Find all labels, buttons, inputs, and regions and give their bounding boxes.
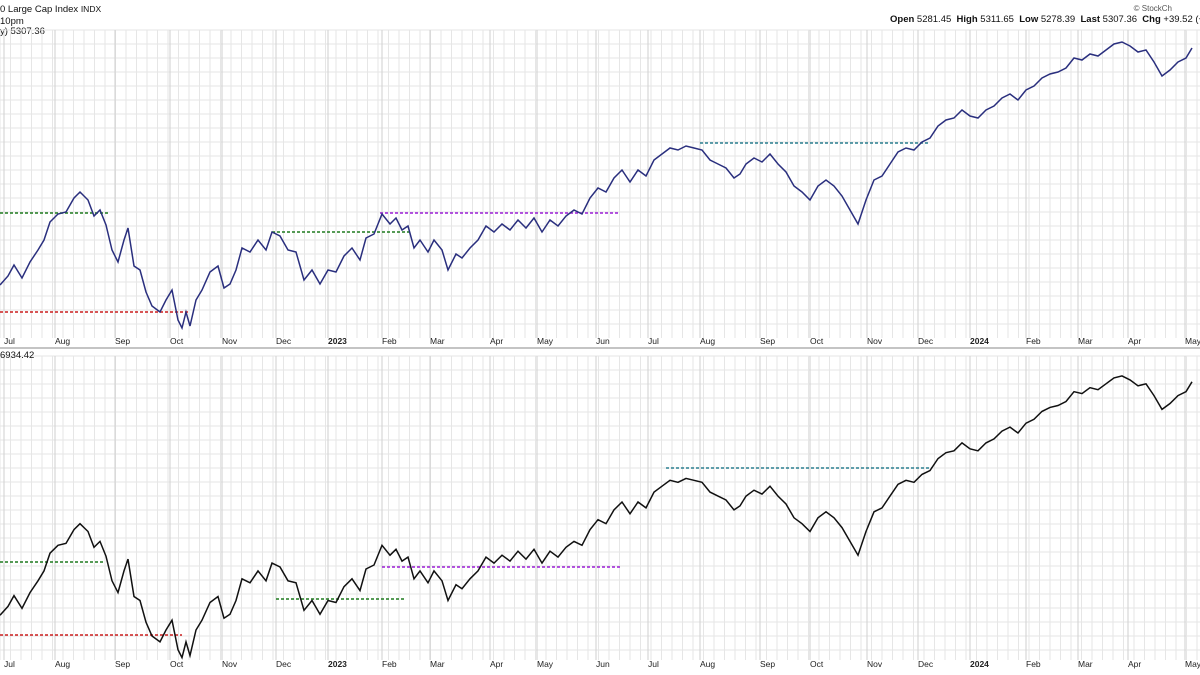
x-tick-label: Apr bbox=[1128, 336, 1141, 346]
watermark: © StockCh bbox=[1133, 4, 1172, 13]
panel2-levels bbox=[0, 467, 932, 636]
x-tick-label: 2023 bbox=[328, 659, 347, 669]
panel2-label: 6934.42 bbox=[0, 350, 35, 361]
x-tick-label: Oct bbox=[170, 659, 184, 669]
x-tick-label: Aug bbox=[55, 659, 70, 669]
panel1-levels bbox=[0, 142, 930, 313]
x-tick-label: Jul bbox=[648, 659, 659, 669]
last-label: Last bbox=[1080, 14, 1101, 25]
x-tick-label: Apr bbox=[1128, 659, 1141, 669]
high-label: High bbox=[956, 14, 978, 25]
x-tick-label: Oct bbox=[170, 336, 184, 346]
low-label: Low bbox=[1019, 14, 1039, 25]
panel2-x-axis: Jul Aug Sep Oct Nov Dec 2023 Feb Mar Apr May Jun Jul… bbox=[4, 659, 1200, 669]
x-tick-label: Dec bbox=[276, 659, 292, 669]
x-tick-label: Nov bbox=[222, 336, 238, 346]
low-value: 5278.39 bbox=[1040, 14, 1076, 25]
x-tick-label: Aug bbox=[55, 336, 70, 346]
x-tick-label: Sep bbox=[115, 336, 130, 346]
x-tick-label: Oct bbox=[810, 659, 824, 669]
x-tick-label: Jul bbox=[4, 659, 15, 669]
x-tick-label: Aug bbox=[700, 659, 715, 669]
panel1-x-axis: Jul Aug Sep Oct Nov Dec 2023 Feb Mar Apr May Jun Jul… bbox=[4, 336, 1200, 346]
x-tick-label: Oct bbox=[810, 336, 824, 346]
x-tick-label: Jun bbox=[596, 336, 610, 346]
x-tick-label: Mar bbox=[1078, 336, 1093, 346]
panel1-label: y) 5307.36 bbox=[0, 26, 45, 37]
high-value: 5311.65 bbox=[980, 14, 1014, 25]
chart-title: 0 Large Cap Index INDX bbox=[0, 4, 101, 15]
open-value: 5281.45 bbox=[916, 14, 952, 25]
x-tick-label: May bbox=[537, 336, 554, 346]
x-tick-label: 2024 bbox=[970, 336, 989, 346]
x-tick-label: Feb bbox=[1026, 659, 1041, 669]
x-tick-label: Apr bbox=[490, 659, 503, 669]
x-tick-label: 2023 bbox=[328, 336, 347, 346]
x-tick-label: Sep bbox=[760, 336, 775, 346]
x-tick-label: Feb bbox=[1026, 336, 1041, 346]
x-tick-label: Aug bbox=[700, 336, 715, 346]
x-tick-label: Mar bbox=[430, 659, 445, 669]
x-tick-label: Jul bbox=[4, 336, 15, 346]
open-label: Open bbox=[890, 14, 915, 25]
x-tick-label: 2024 bbox=[970, 659, 989, 669]
x-tick-label: Dec bbox=[276, 336, 292, 346]
chg-label: Chg bbox=[1142, 14, 1161, 25]
x-tick-label: Nov bbox=[867, 659, 883, 669]
x-tick-label: Dec bbox=[918, 659, 934, 669]
chg-value: +39.52 (+0 bbox=[1163, 14, 1200, 25]
x-tick-label: Dec bbox=[918, 336, 934, 346]
x-tick-label: Jul bbox=[648, 336, 659, 346]
panel1-grid bbox=[0, 29, 1200, 338]
panel2-grid bbox=[0, 355, 1200, 660]
last-value: 5307.36 bbox=[1102, 14, 1138, 25]
x-tick-label: Sep bbox=[760, 659, 775, 669]
x-tick-label: Sep bbox=[115, 659, 130, 669]
x-tick-label: Apr bbox=[490, 336, 503, 346]
exchange-label: INDX bbox=[80, 4, 102, 14]
x-tick-label: May bbox=[537, 659, 554, 669]
x-tick-label: Mar bbox=[1078, 659, 1093, 669]
x-tick-label: Feb bbox=[382, 659, 397, 669]
x-tick-label: Nov bbox=[867, 336, 883, 346]
index-name: 0 Large Cap Index bbox=[0, 4, 79, 15]
x-tick-label: May bbox=[1185, 659, 1200, 669]
x-tick-label: Mar bbox=[430, 336, 445, 346]
ohlc-readout: Open 5281.45 High 5311.65 Low 5278.39 La… bbox=[890, 14, 1200, 25]
x-tick-label: May bbox=[1185, 336, 1200, 346]
panel2-price-line bbox=[0, 375, 1193, 660]
x-tick-label: Nov bbox=[222, 659, 238, 669]
panel1-price-line bbox=[0, 41, 1193, 331]
time-label: 10pm bbox=[0, 16, 24, 27]
x-tick-label: Feb bbox=[382, 336, 397, 346]
x-tick-label: Jun bbox=[596, 659, 610, 669]
